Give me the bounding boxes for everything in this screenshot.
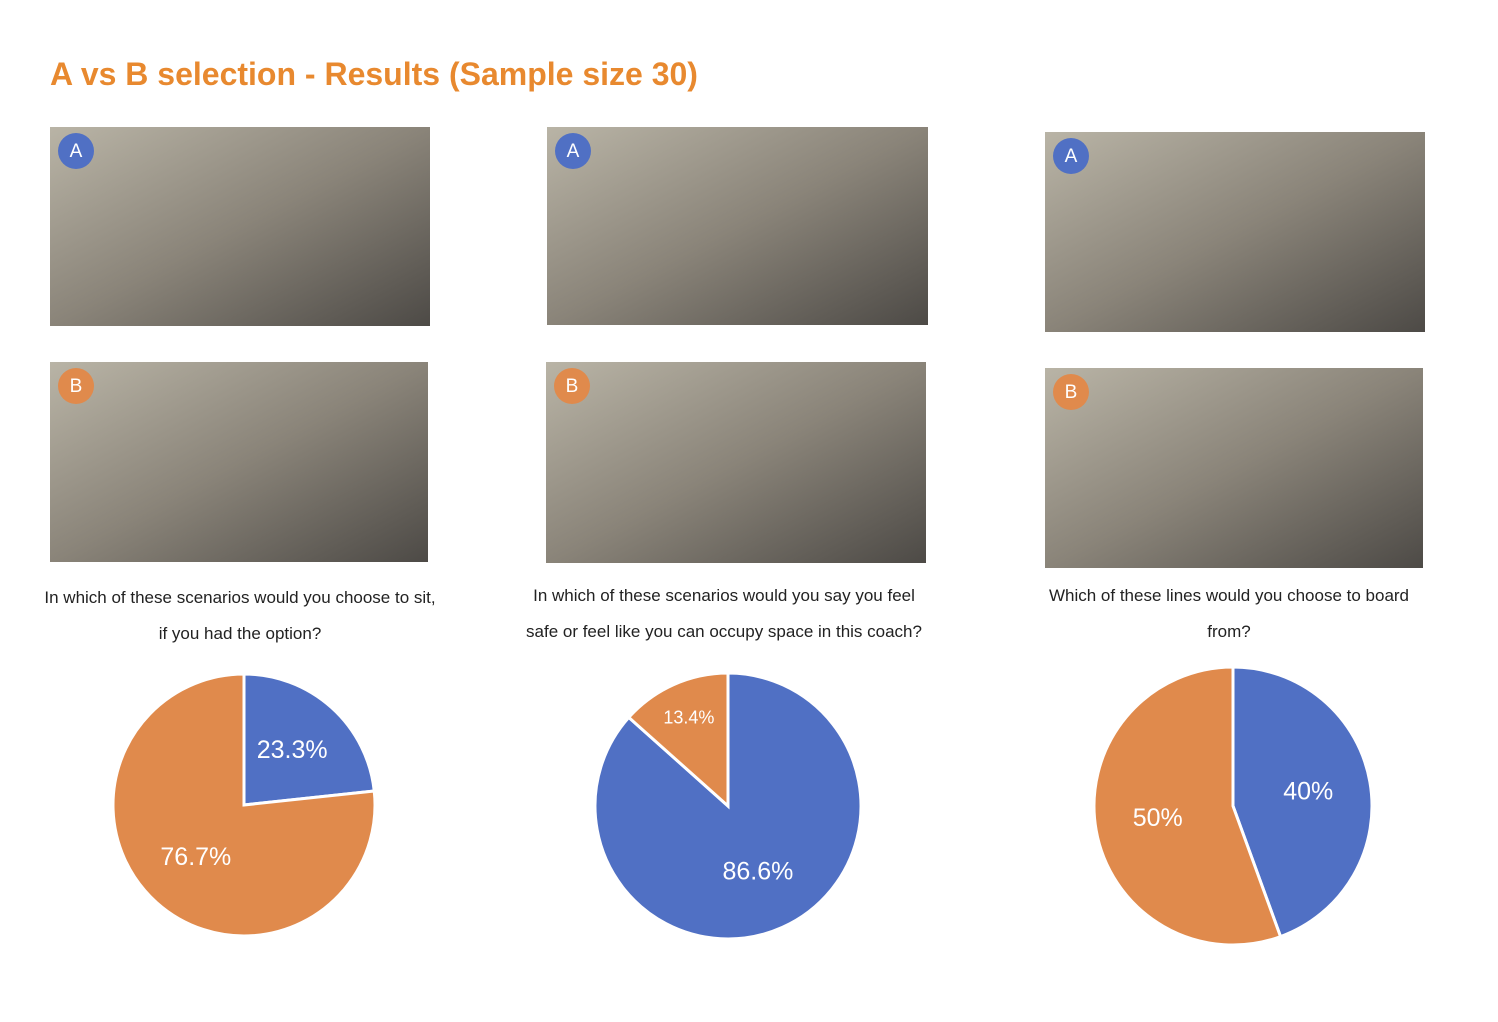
badge <box>1053 138 1089 174</box>
slice-label: 40% <box>1283 777 1333 805</box>
question: Which of these lines would you choose to… <box>1048 586 1410 641</box>
badge <box>1053 374 1089 410</box>
badge-label: A <box>1065 146 1078 167</box>
photo <box>546 362 926 563</box>
badge-label: B <box>566 376 579 397</box>
photo <box>50 362 428 562</box>
photo <box>1045 132 1425 332</box>
pie-slice <box>242 672 376 807</box>
slice-label: 50% <box>1133 804 1183 832</box>
badge <box>58 368 94 404</box>
photo <box>1045 368 1423 568</box>
badge-label: B <box>70 376 83 397</box>
slice-label: 23.3% <box>257 736 328 764</box>
pie-slice <box>111 672 377 938</box>
question: In which of these scenarios would you sa… <box>526 586 922 641</box>
slice-label: 76.7% <box>160 843 231 871</box>
slice-label: 13.4% <box>663 707 714 727</box>
pie-slice <box>1092 665 1283 947</box>
photo <box>547 127 928 325</box>
slice-label: 86.6% <box>722 857 793 885</box>
badge <box>555 133 591 169</box>
badge-label: A <box>567 141 580 162</box>
page-title: A vs B selection - Results (Sample size … <box>50 56 698 92</box>
question: In which of these scenarios would you ch… <box>44 588 436 643</box>
pie-slice <box>626 671 730 810</box>
badge <box>58 133 94 169</box>
photo <box>50 127 430 326</box>
badge-label: A <box>70 141 83 162</box>
badge-label: B <box>1065 382 1078 403</box>
pie-slice <box>1231 665 1374 939</box>
badge <box>554 368 590 404</box>
